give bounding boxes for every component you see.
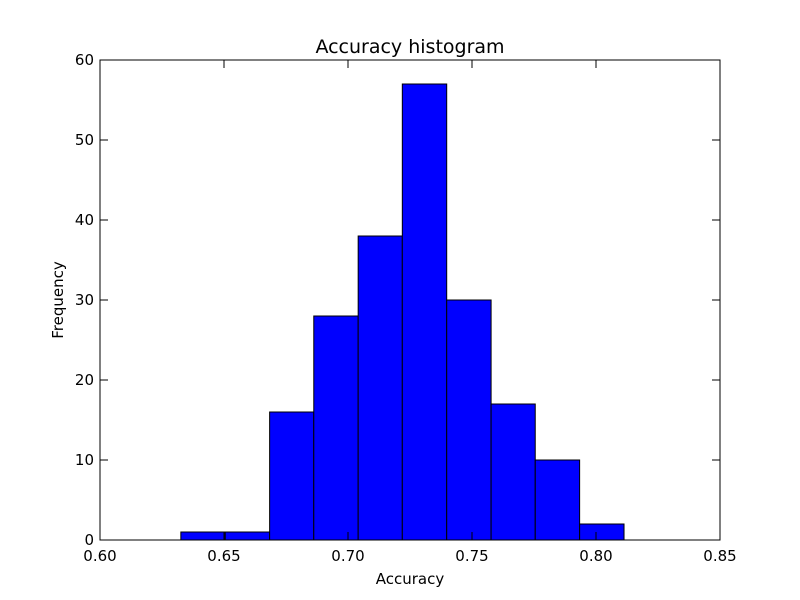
y-tick-label: 10 bbox=[75, 451, 94, 469]
histogram-bar bbox=[224, 531, 271, 541]
x-tick-label: 0.85 bbox=[703, 547, 736, 565]
histogram-bar bbox=[534, 459, 581, 541]
x-tick-label: 0.80 bbox=[579, 547, 612, 565]
y-tick-label: 40 bbox=[75, 211, 94, 229]
x-tick-label: 0.60 bbox=[83, 547, 116, 565]
x-tick-label: 0.70 bbox=[331, 547, 364, 565]
histogram-bar bbox=[401, 83, 448, 541]
histogram-bar bbox=[269, 411, 315, 541]
histogram-bar bbox=[446, 299, 492, 541]
histogram-bar bbox=[180, 531, 226, 541]
y-tick-label: 60 bbox=[75, 51, 94, 69]
histogram-bar bbox=[313, 315, 359, 541]
x-axis-title: Accuracy bbox=[376, 570, 445, 588]
y-tick-label: 50 bbox=[75, 131, 94, 149]
bars-layer bbox=[180, 83, 625, 541]
x-tick-label: 0.75 bbox=[455, 547, 488, 565]
plot-area-frame bbox=[99, 59, 721, 541]
y-tick-label: 20 bbox=[75, 371, 94, 389]
histogram-bar bbox=[490, 403, 536, 541]
chart-title: Accuracy histogram bbox=[315, 36, 504, 58]
y-axis-title: Frequency bbox=[49, 261, 67, 339]
histogram-bar bbox=[357, 235, 403, 541]
x-tick-label: 0.65 bbox=[207, 547, 240, 565]
ticks-layer: 0.60 0.65 0.70 0.75 0.80 0.85 0 10 20 30 40 50 60 bbox=[75, 51, 737, 565]
histogram-bar bbox=[579, 523, 625, 541]
y-tick-label: 30 bbox=[75, 291, 94, 309]
y-tick-label: 0 bbox=[84, 531, 94, 549]
